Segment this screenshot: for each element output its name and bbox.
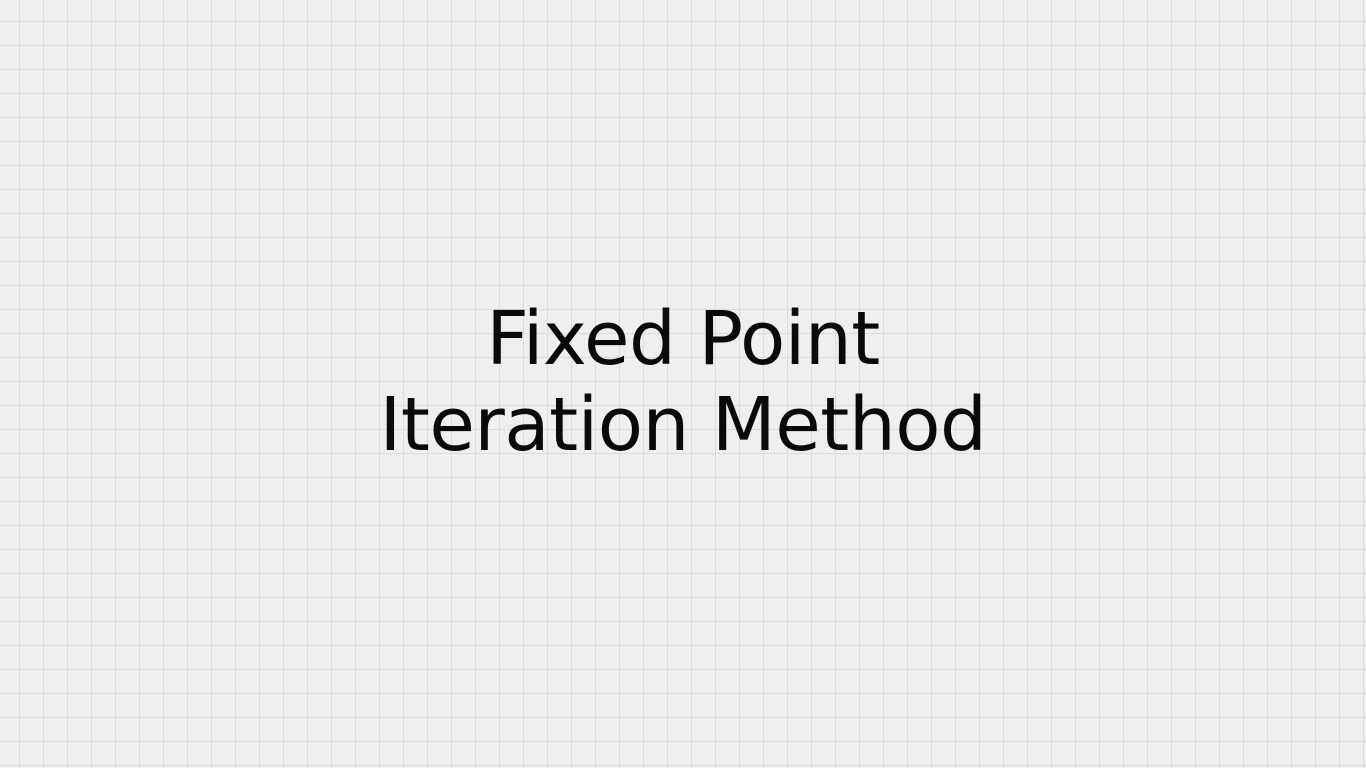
title-line-1: Fixed Point: [486, 296, 880, 382]
slide-title: Fixed Point Iteration Method: [0, 296, 1366, 468]
title-line-2: Iteration Method: [379, 382, 987, 468]
